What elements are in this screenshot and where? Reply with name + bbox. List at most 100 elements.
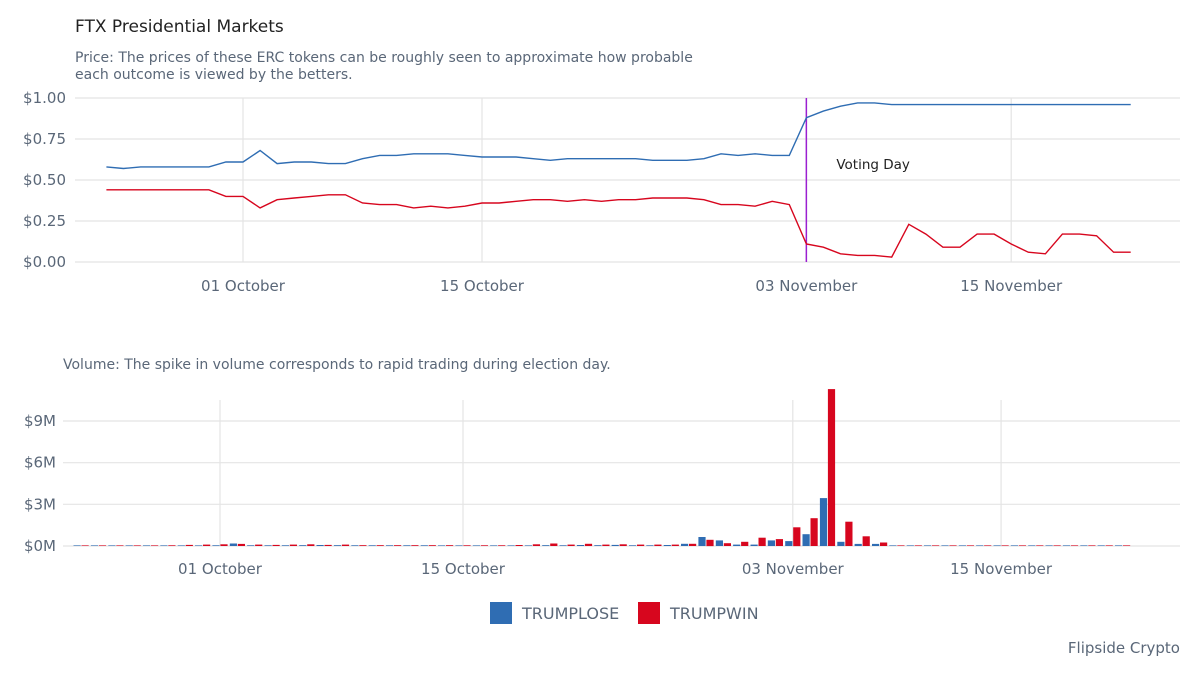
volume-bar-trumplose: [733, 544, 741, 546]
volume-bar-trumpwin: [411, 545, 419, 546]
volume-bar-trumplose: [976, 545, 984, 546]
volume-y-tick-label: $3M: [24, 495, 56, 513]
volume-bar-trumpwin: [706, 539, 714, 547]
volume-bar-trumpwin: [446, 545, 454, 546]
volume-bar-trumpwin: [359, 545, 367, 546]
volume-bar-trumplose: [1062, 545, 1071, 546]
price-line-trumpwin: [106, 189, 1131, 258]
volume-bar-trumpwin: [480, 545, 488, 546]
volume-bar-trumpwin: [1105, 545, 1113, 546]
volume-bar-trumpwin: [949, 545, 957, 546]
volume-bar-trumpwin: [203, 544, 211, 546]
volume-bar-trumplose: [524, 545, 532, 546]
volume-bar-trumpwin: [116, 545, 124, 546]
volume-bar-trumpwin: [775, 539, 783, 546]
volume-bar-trumplose: [247, 545, 255, 546]
volume-bar-trumplose: [1028, 545, 1036, 546]
volume-chart: $0M $3M $6M $9M 01 October 15 October 03 Novem…: [24, 389, 1180, 578]
volume-bar-trumpwin: [1088, 545, 1096, 546]
volume-bar-trumplose: [785, 541, 793, 546]
volume-bar-trumpwin: [880, 542, 888, 546]
volume-bar-trumplose: [559, 545, 567, 546]
volume-bar-trumpwin: [81, 545, 89, 546]
price-x-tick-label: 15 November: [960, 277, 1063, 295]
volume-bar-trumplose: [941, 545, 949, 546]
volume-bar-trumplose: [872, 543, 880, 546]
volume-bar-trumplose: [1115, 545, 1123, 546]
volume-bar-trumplose: [1080, 545, 1088, 546]
volume-bar-trumplose: [663, 545, 671, 546]
volume-bar-trumpwin: [810, 518, 818, 546]
volume-bar-trumpwin: [185, 544, 193, 546]
volume-bar-trumplose: [993, 545, 1001, 546]
volume-bar-trumpwin: [619, 544, 627, 546]
volume-bar-trumpwin: [498, 545, 506, 546]
volume-bar-trumpwin: [1036, 545, 1044, 546]
volume-bar-trumplose: [368, 545, 376, 546]
price-y-tick-label: $0.75: [23, 130, 66, 148]
volume-bar-trumpwin: [98, 545, 107, 546]
price-x-tick-label: 15 October: [440, 277, 525, 295]
volume-bar-trumplose: [1097, 545, 1105, 546]
volume-bar-trumpwin: [584, 543, 593, 546]
volume-bar-trumplose: [611, 544, 619, 546]
volume-bar-trumplose: [542, 545, 550, 546]
volume-bar-trumpwin: [637, 544, 645, 546]
volume-bar-trumplose: [1010, 545, 1018, 546]
price-y-tick-label: $0.00: [23, 253, 66, 271]
volume-bar-trumplose: [73, 545, 81, 546]
volume-bar-trumplose: [958, 545, 966, 546]
volume-bar-trumplose: [438, 545, 446, 546]
volume-bar-trumpwin: [862, 536, 870, 546]
volume-bar-trumplose: [455, 545, 463, 546]
source-credit: Flipside Crypto: [1068, 639, 1180, 657]
volume-bar-trumplose: [299, 545, 307, 546]
legend-swatch-trumpwin: [638, 602, 660, 624]
volume-bar-trumplose: [629, 545, 637, 546]
voting-day-annotation: Voting Day: [836, 157, 910, 173]
volume-bar-trumpwin: [428, 545, 436, 546]
volume-bar-trumpwin: [1018, 545, 1026, 546]
volume-bar-trumpwin: [671, 544, 679, 546]
volume-bar-trumplose: [229, 543, 237, 546]
volume-subtitle: Volume: The spike in volume corresponds …: [63, 357, 611, 373]
volume-bar-trumplose: [715, 540, 723, 546]
volume-bar-trumplose: [108, 545, 116, 546]
volume-bar-trumplose: [698, 537, 706, 546]
chart-title: FTX Presidential Markets: [75, 17, 284, 37]
price-subtitle-line-1: Price: The prices of these ERC tokens ca…: [75, 50, 693, 66]
volume-bar-trumpwin: [741, 541, 749, 546]
volume-bar-trumplose: [576, 545, 585, 546]
volume-x-tick-label: 01 October: [178, 560, 263, 578]
legend: TRUMPLOSE TRUMPWIN: [490, 602, 759, 624]
price-line-trumplose: [106, 102, 1131, 170]
volume-y-tick-label: $0M: [24, 537, 56, 555]
volume-bar-trumplose: [646, 545, 654, 546]
volume-bar-trumpwin: [133, 545, 141, 546]
legend-label-trumplose: TRUMPLOSE: [521, 604, 619, 623]
volume-bar-trumplose: [472, 545, 480, 546]
volume-bar-trumpwin: [1053, 545, 1061, 546]
volume-bar-trumplose: [767, 540, 775, 546]
price-chart: $0.00 $0.25 $0.50 $0.75 $1.00 01 October 15 Oc…: [23, 89, 1180, 295]
volume-bar-trumpwin: [237, 543, 245, 546]
volume-y-tick-label: $9M: [24, 412, 56, 430]
volume-bar-trumpwin: [168, 545, 176, 546]
volume-bar-trumpwin: [532, 544, 540, 546]
price-subtitle-line-2: each outcome is viewed by the betters.: [75, 67, 353, 83]
volume-bar-trumplose: [281, 545, 289, 546]
volume-bar-trumplose: [333, 545, 342, 546]
volume-bar-trumpwin: [1123, 545, 1131, 546]
volume-bar-trumpwin: [307, 544, 315, 546]
volume-bar-trumplose: [490, 545, 498, 546]
volume-bar-trumpwin: [550, 543, 558, 546]
volume-y-tick-label: $6M: [24, 454, 56, 472]
volume-bar-trumpwin: [966, 545, 974, 546]
volume-bar-trumplose: [403, 545, 411, 546]
volume-bar-trumpwin: [463, 545, 471, 546]
volume-bar-trumpwin: [914, 545, 922, 546]
volume-bar-trumpwin: [394, 545, 402, 546]
volume-bar-trumpwin: [723, 543, 731, 546]
volume-bar-trumplose: [750, 544, 758, 546]
